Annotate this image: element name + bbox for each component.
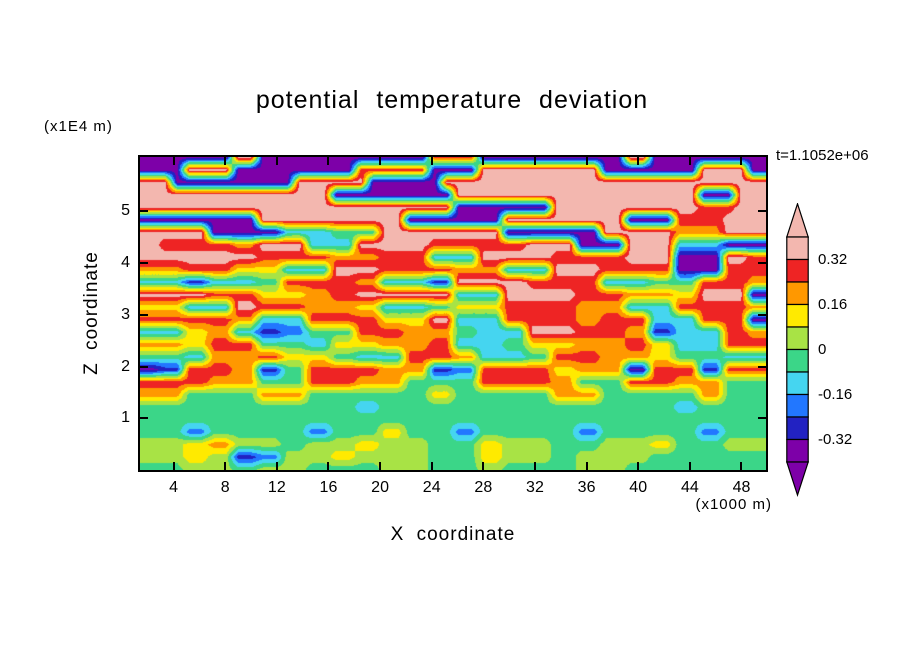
- y-tick-mark: [140, 262, 148, 265]
- x-tick-mark: [482, 157, 485, 165]
- colorbar-segment: [786, 303, 809, 328]
- x-tick-label: 20: [371, 479, 389, 496]
- colorbar-up-arrow: [785, 201, 810, 238]
- y-tick-mark: [140, 365, 148, 368]
- x-tick-mark: [585, 157, 588, 165]
- x-tick-mark: [379, 157, 382, 165]
- x-tick-label: 40: [629, 479, 648, 496]
- plot-area: 4 8 12 16 20 24 28 32 36 40 44 48 1 2 3 4 5: [121, 155, 768, 496]
- x-tick-mark: [637, 462, 640, 470]
- x-tick-label: 36: [577, 479, 596, 496]
- y-axis-unit-label: (x1E4 m): [44, 118, 113, 135]
- x-tick-mark: [637, 157, 640, 165]
- x-tick-label: 8: [220, 479, 230, 496]
- x-axis-unit-label: (x1000 m): [695, 496, 772, 513]
- y-tick-label: 3: [121, 305, 130, 323]
- colorbar-segment: [786, 371, 809, 396]
- x-tick-mark: [482, 462, 485, 470]
- x-tick-label: 48: [732, 479, 751, 496]
- colorbar-svg: [785, 201, 810, 497]
- x-tick-mark: [740, 462, 743, 470]
- y-tick-mark: [758, 365, 766, 368]
- colorbar-tick-label: 0: [818, 340, 827, 358]
- x-tick-mark: [224, 462, 227, 470]
- colorbar-segment: [786, 281, 809, 306]
- colorbar-down-arrow: [785, 461, 810, 497]
- x-tick-label: 12: [267, 479, 286, 496]
- x-tick-label: 44: [680, 479, 699, 496]
- x-tick-mark: [224, 157, 227, 165]
- x-tick-mark: [585, 462, 588, 470]
- y-tick-label: 1: [121, 409, 130, 427]
- x-tick-label: 24: [422, 479, 441, 496]
- y-tick-mark: [758, 210, 766, 213]
- colorbar-segment: [786, 393, 809, 418]
- colorbar-tick-label: -0.32: [818, 430, 853, 448]
- x-tick-mark: [172, 157, 175, 165]
- x-tick-mark: [688, 157, 691, 165]
- x-tick-label: 4: [169, 479, 178, 496]
- y-tick-mark: [758, 417, 766, 420]
- y-tick-mark: [758, 262, 766, 265]
- x-tick-mark: [688, 462, 691, 470]
- colorbar-segment: [786, 258, 809, 283]
- y-tick-label: 4: [121, 254, 130, 272]
- colorbar: 0.32 0.16 0 -0.16 -0.32: [785, 201, 896, 513]
- x-tick-mark: [275, 462, 278, 470]
- x-tick-label: 32: [526, 479, 544, 496]
- colorbar-segment: [786, 236, 809, 261]
- y-tick-mark: [140, 210, 148, 213]
- x-tick-mark: [533, 462, 536, 470]
- plot-title: potential temperature deviation: [255, 86, 649, 114]
- y-tick-mark: [140, 313, 148, 316]
- x-tick-mark: [172, 462, 175, 470]
- x-tick-mark: [533, 157, 536, 165]
- x-tick-label: 16: [319, 479, 338, 496]
- x-tick-mark: [327, 462, 330, 470]
- colorbar-segment: [786, 416, 809, 441]
- colorbar-tick-label: 0.32: [818, 250, 848, 268]
- x-axis-title: X coordinate: [390, 524, 516, 545]
- x-tick-label: 28: [474, 479, 493, 496]
- colorbar-segment: [786, 326, 809, 351]
- colorbar-tick-label: -0.16: [818, 385, 853, 403]
- contour-canvas: [140, 157, 766, 470]
- y-axis-title: Z coordinate: [81, 251, 102, 375]
- colorbar-segment: [786, 438, 809, 463]
- x-tick-mark: [327, 157, 330, 165]
- x-tick-mark: [379, 462, 382, 470]
- y-tick-label: 2: [121, 357, 130, 375]
- y-tick-label: 5: [121, 202, 130, 220]
- y-tick-mark: [758, 313, 766, 316]
- x-tick-mark: [275, 157, 278, 165]
- y-tick-mark: [140, 417, 148, 420]
- x-tick-mark: [740, 157, 743, 165]
- colorbar-segment: [786, 348, 809, 373]
- x-tick-mark: [430, 462, 433, 470]
- colorbar-tick-label: 0.16: [818, 295, 848, 313]
- time-annotation: t=1.1052e+06: [776, 147, 869, 164]
- x-tick-mark: [430, 157, 433, 165]
